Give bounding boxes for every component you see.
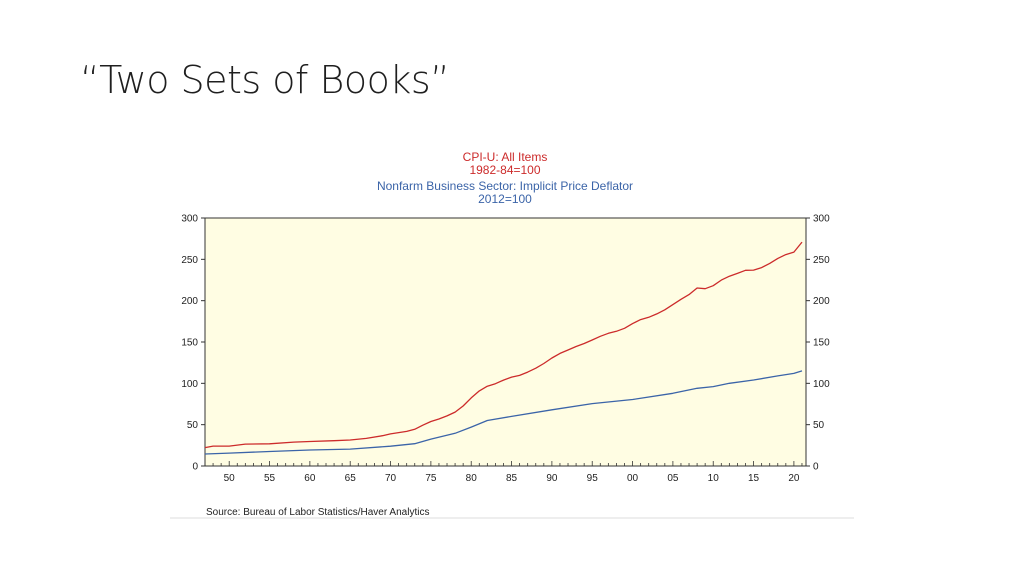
y-tick-label-left: 150 bbox=[181, 338, 198, 349]
y-tick-label-left: 250 bbox=[181, 255, 198, 266]
x-tick-label: 00 bbox=[627, 473, 639, 484]
x-tick-label: 20 bbox=[788, 473, 800, 484]
x-tick-label: 80 bbox=[466, 473, 478, 484]
chart-title-line-3: Nonfarm Business Sector: Implicit Price … bbox=[377, 179, 633, 193]
x-tick-label: 05 bbox=[667, 473, 679, 484]
slide-title: “Two Sets of Books” bbox=[80, 58, 450, 102]
y-tick-label-left: 0 bbox=[192, 462, 198, 473]
x-tick-label: 60 bbox=[304, 473, 316, 484]
series-line-cpi bbox=[204, 241, 803, 449]
x-tick-label: 10 bbox=[708, 473, 720, 484]
y-tick-label-right: 50 bbox=[813, 420, 825, 431]
x-tick-label: 85 bbox=[506, 473, 518, 484]
y-tick-label-right: 200 bbox=[813, 296, 830, 307]
x-tick-label: 50 bbox=[224, 473, 236, 484]
plot-area bbox=[204, 217, 807, 467]
y-tick-label-left: 50 bbox=[187, 420, 199, 431]
chart-container: CPI-U: All Items 1982-84=100 Nonfarm Bus… bbox=[170, 140, 860, 525]
chart-source: Source: Bureau of Labor Statistics/Haver… bbox=[206, 507, 429, 518]
x-tick-label: 15 bbox=[748, 473, 760, 484]
y-tick-label-right: 250 bbox=[813, 255, 830, 266]
series-line-deflator bbox=[204, 370, 803, 455]
y-tick-label-left: 100 bbox=[181, 379, 198, 390]
y-axis-right: 0 50 100 150 200 250 300 bbox=[806, 214, 830, 473]
x-tick-label: 70 bbox=[385, 473, 397, 484]
y-tick-label-left: 200 bbox=[181, 296, 198, 307]
y-tick-label-right: 0 bbox=[813, 462, 819, 473]
x-tick-label: 75 bbox=[425, 473, 437, 484]
y-tick-label-right: 300 bbox=[813, 214, 830, 225]
y-axis-left: 0 50 100 150 200 250 300 bbox=[181, 214, 205, 473]
x-tick-label: 65 bbox=[345, 473, 357, 484]
line-chart: CPI-U: All Items 1982-84=100 Nonfarm Bus… bbox=[170, 150, 854, 519]
y-tick-label-left: 300 bbox=[181, 214, 198, 225]
chart-title-line-1: CPI-U: All Items bbox=[463, 150, 548, 164]
x-tick-label: 90 bbox=[546, 473, 558, 484]
chart-title-line-2: 1982-84=100 bbox=[469, 163, 540, 177]
x-axis: 50 55 60 65 70 75 80 85 90 95 00 05 10 15 20 bbox=[204, 461, 803, 484]
y-tick-label-right: 150 bbox=[813, 338, 830, 349]
series-layer bbox=[204, 241, 803, 455]
y-tick-label-right: 100 bbox=[813, 379, 830, 390]
x-tick-label: 95 bbox=[587, 473, 599, 484]
chart-title-line-4: 2012=100 bbox=[478, 192, 532, 206]
x-tick-label: 55 bbox=[264, 473, 276, 484]
